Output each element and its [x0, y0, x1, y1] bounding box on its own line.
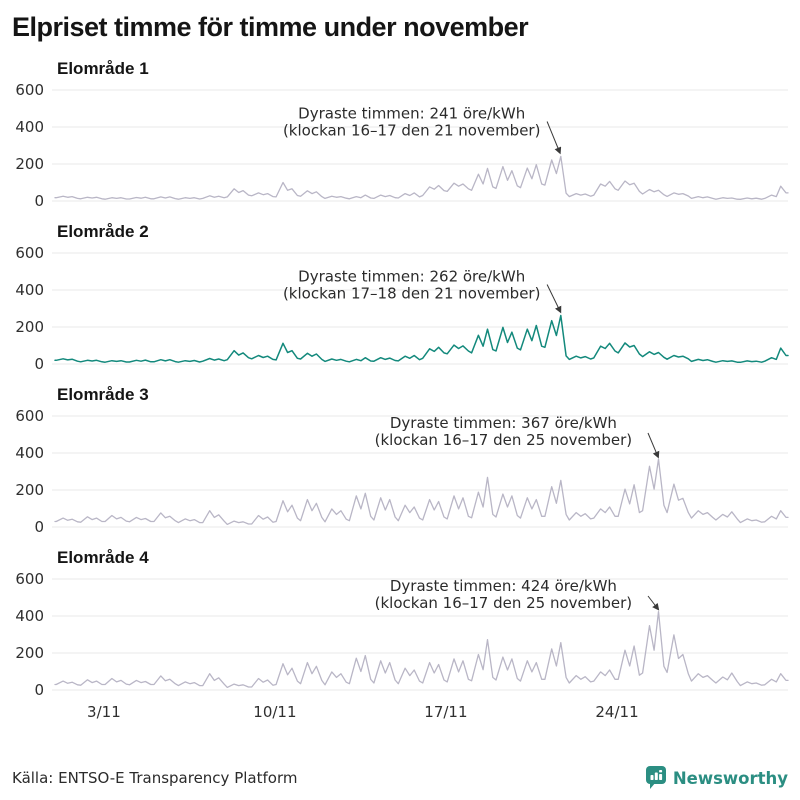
svg-text:0: 0 [34, 355, 44, 373]
x-tick-label: 17/11 [424, 703, 468, 721]
newsworthy-logo-icon [645, 766, 666, 789]
svg-text:Dyraste timmen: 241 öre/kWh: Dyraste timmen: 241 öre/kWh [298, 105, 525, 123]
panel-elomrade-1: Elområde 1 0 200 400 600 Dyraste timmen: 241… [0, 53, 800, 210]
x-axis: 3/11 10/11 17/11 24/11 [0, 701, 800, 725]
panel-elomrade-3: Elområde 3 0 200 400 600 Dyraste timmen: 367… [0, 379, 800, 536]
svg-text:200: 200 [15, 481, 44, 499]
svg-text:600: 600 [15, 571, 44, 588]
panel-title-elomrade-4: Elområde 4 [57, 548, 149, 567]
svg-text:0: 0 [34, 681, 44, 699]
panel-title-elomrade-2: Elområde 2 [57, 222, 149, 241]
source-note: Källa: ENTSO-E Transparency Platform [12, 769, 298, 787]
svg-text:400: 400 [15, 281, 44, 299]
svg-text:(klockan 16–17 den 21 november: (klockan 16–17 den 21 november) [283, 122, 541, 140]
svg-text:Dyraste timmen: 262 öre/kWh: Dyraste timmen: 262 öre/kWh [298, 268, 525, 286]
panel-title-elomrade-1: Elområde 1 [57, 59, 149, 78]
svg-text:0: 0 [34, 518, 44, 536]
svg-text:200: 200 [15, 318, 44, 336]
brand-name: Newsworthy [672, 768, 788, 788]
svg-text:0: 0 [34, 192, 44, 210]
svg-text:(klockan 17–18 den 21 november: (klockan 17–18 den 21 november) [283, 285, 541, 303]
svg-text:400: 400 [15, 607, 44, 625]
svg-text:Dyraste timmen: 367 öre/kWh: Dyraste timmen: 367 öre/kWh [390, 414, 617, 432]
line-chart-elomrade-3: 0 200 400 600 Dyraste timmen: 367 öre/kWh(kl… [15, 408, 789, 536]
svg-text:400: 400 [15, 118, 44, 136]
page-title: Elpriset timme för timme under november [12, 12, 529, 42]
svg-text:200: 200 [15, 644, 44, 662]
line-chart-elomrade-2: 0 200 400 600 Dyraste timmen: 262 öre/kWh(kl… [15, 245, 789, 373]
svg-text:400: 400 [15, 444, 44, 462]
panel-elomrade-2: Elområde 2 0 200 400 600 Dyraste timmen: 262… [0, 216, 800, 373]
footer: Källa: ENTSO-E Transparency Platform New… [0, 762, 800, 800]
svg-text:600: 600 [15, 82, 44, 99]
svg-text:(klockan 16–17 den 25 november: (klockan 16–17 den 25 november) [375, 431, 633, 449]
line-chart-elomrade-1: 0 200 400 600 Dyraste timmen: 241 öre/kWh(kl… [15, 82, 789, 210]
svg-text:600: 600 [15, 245, 44, 262]
panel-title-elomrade-3: Elområde 3 [57, 385, 149, 404]
svg-text:600: 600 [15, 408, 44, 425]
x-tick-label: 24/11 [595, 703, 639, 721]
svg-text:(klockan 16–17 den 25 november: (klockan 16–17 den 25 november) [375, 594, 633, 612]
x-tick-label: 3/11 [87, 703, 121, 721]
line-chart-elomrade-4: 0 200 400 600 Dyraste timmen: 424 öre/kWh(kl… [15, 571, 789, 699]
newsworthy-brand: Newsworthy [645, 766, 788, 790]
svg-text:Dyraste timmen: 424 öre/kWh: Dyraste timmen: 424 öre/kWh [390, 577, 617, 595]
svg-text:200: 200 [15, 155, 44, 173]
panel-elomrade-4: Elområde 4 0 200 400 600 Dyraste timmen: 424… [0, 542, 800, 699]
x-tick-label: 10/11 [253, 703, 297, 721]
